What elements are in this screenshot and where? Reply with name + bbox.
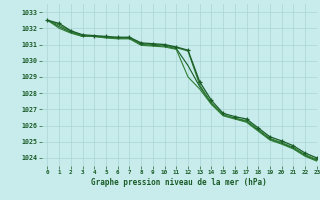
X-axis label: Graphe pression niveau de la mer (hPa): Graphe pression niveau de la mer (hPa) (91, 178, 267, 187)
